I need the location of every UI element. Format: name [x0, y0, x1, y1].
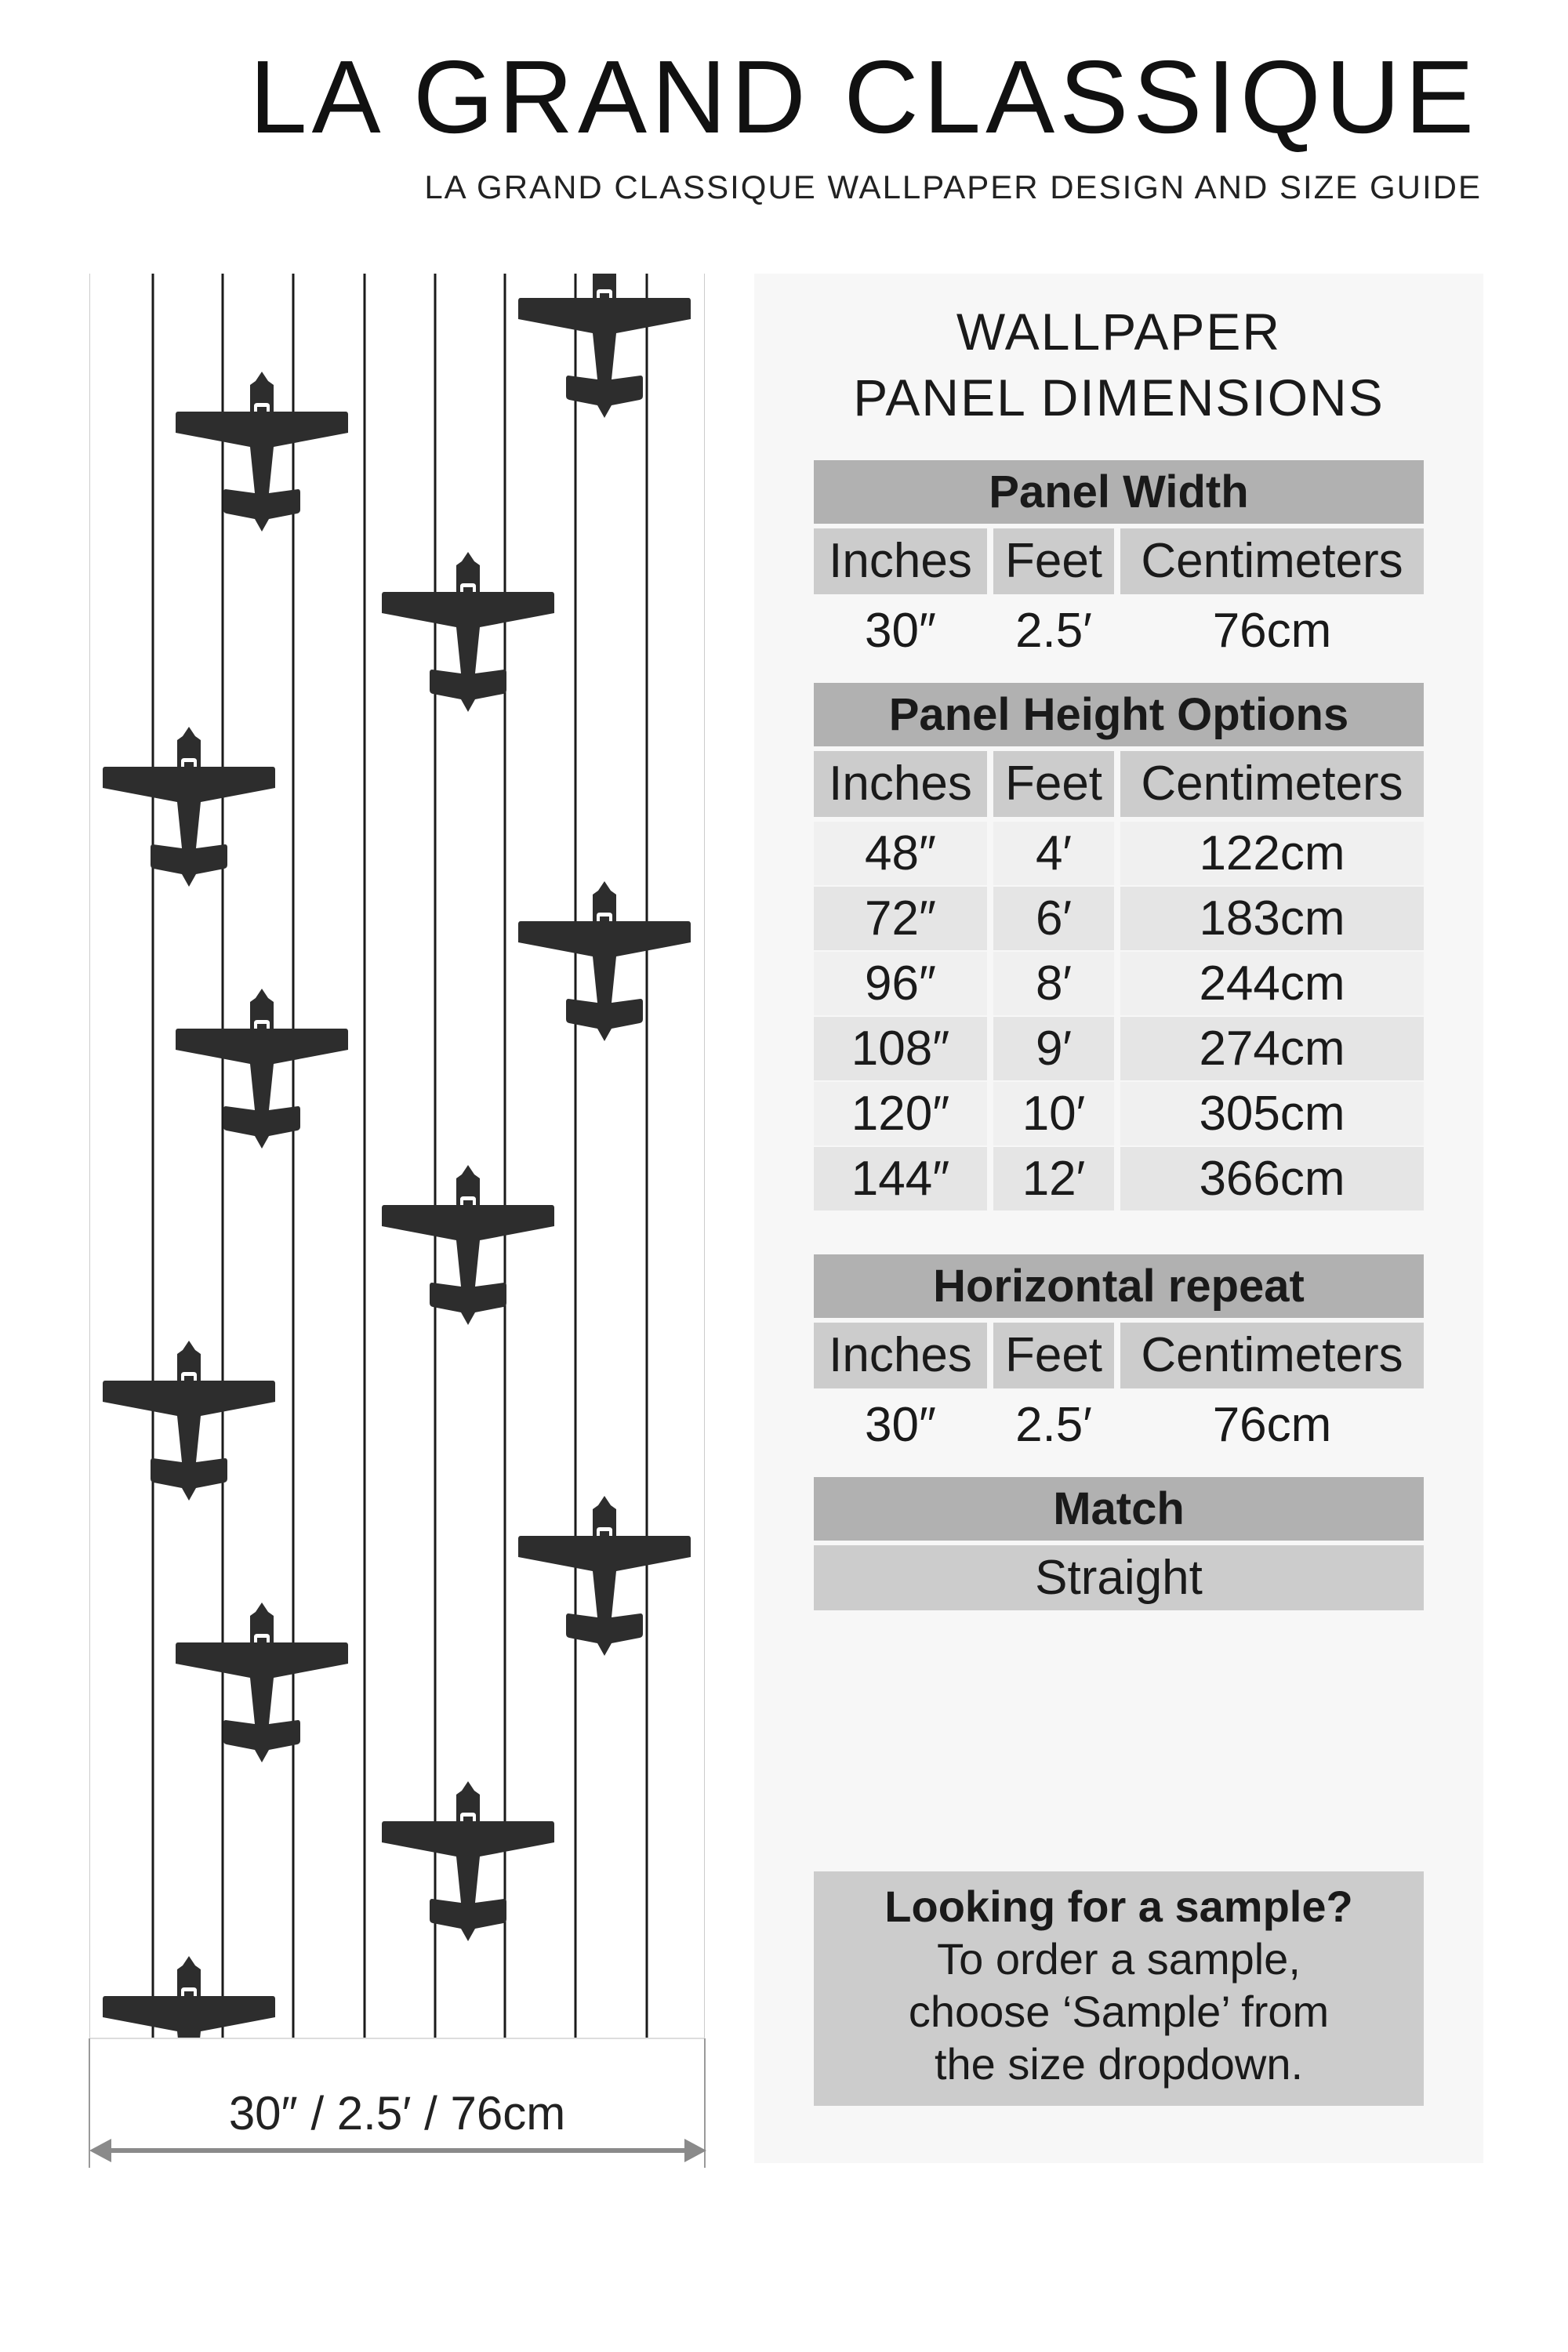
match-value: Straight	[814, 1545, 1424, 1610]
cell-centimeters: 305cm	[1120, 1082, 1424, 1145]
airplane-icon	[176, 372, 348, 532]
cell-inches: 48″	[814, 822, 987, 885]
cell-feet: 10′	[993, 1082, 1114, 1145]
dimension-left-tick	[89, 2038, 90, 2168]
cell-centimeters: 244cm	[1120, 952, 1424, 1015]
panel-width-dimension-label: 30″ / 2.5′ / 76cm	[228, 2087, 566, 2140]
col-feet: Feet	[993, 1323, 1114, 1388]
match-table: Match Straight	[814, 1477, 1424, 1610]
sample-text-line1: To order a sample,	[937, 1934, 1301, 1984]
cell-feet: 8′	[993, 952, 1114, 1015]
column-header-row: Inches Feet Centimeters	[814, 528, 1424, 594]
airplane-icon	[518, 1496, 691, 1656]
table-row: 30″ 2.5′ 76cm	[814, 599, 1424, 663]
airplane-icon	[382, 1781, 554, 1941]
sample-callout: Looking for a sample? To order a sample,…	[814, 1871, 1424, 2106]
column-header-row: Inches Feet Centimeters	[814, 1323, 1424, 1388]
cell-inches: 30″	[865, 604, 936, 658]
airplane-icon	[176, 989, 348, 1149]
col-feet: Feet	[993, 751, 1114, 817]
cell-feet: 2.5′	[1015, 604, 1092, 658]
cell-feet: 12′	[993, 1147, 1114, 1210]
dimension-right-tick	[704, 2038, 706, 2168]
col-inches: Inches	[814, 528, 987, 594]
horizontal-repeat-table: Horizontal repeat Inches Feet Centimeter…	[814, 1254, 1424, 1457]
sample-text-line2: choose ‘Sample’ from	[908, 1987, 1330, 2036]
table-row: 72″ 6′ 183cm	[814, 887, 1424, 950]
cell-inches: 120″	[814, 1082, 987, 1145]
panel-width-header: Panel Width	[814, 460, 1424, 524]
cell-centimeters: 76cm	[1212, 604, 1332, 658]
airplane-icon	[382, 552, 554, 712]
wallpaper-pattern-preview	[89, 274, 705, 2038]
cell-centimeters: 76cm	[1212, 1398, 1332, 1452]
col-inches: Inches	[814, 1323, 987, 1388]
cell-inches: 108″	[814, 1017, 987, 1080]
airplane-pattern-graphic	[103, 274, 691, 2038]
cell-inches: 96″	[814, 952, 987, 1015]
cell-inches: 144″	[814, 1147, 987, 1210]
airplane-icon	[518, 881, 691, 1041]
table-row: 144″ 12′ 366cm	[814, 1147, 1424, 1210]
cell-feet: 9′	[993, 1017, 1114, 1080]
col-inches: Inches	[814, 751, 987, 817]
table-row: 120″ 10′ 305cm	[814, 1082, 1424, 1145]
panel-heading-line1: WALLPAPER	[956, 303, 1282, 361]
table-row: 108″ 9′ 274cm	[814, 1017, 1424, 1080]
airplane-icon	[103, 1341, 275, 1501]
cell-inches: 72″	[814, 887, 987, 950]
airplane-icon	[382, 1165, 554, 1325]
panel-heading-line2: PANEL DIMENSIONS	[853, 368, 1385, 426]
cell-centimeters: 183cm	[1120, 887, 1424, 950]
panel-height-header: Panel Height Options	[814, 683, 1424, 746]
airplane-icon	[518, 274, 691, 418]
sample-text-line3: the size dropdown.	[934, 2039, 1304, 2089]
preview-bottom-edge	[89, 2038, 705, 2039]
col-centimeters: Centimeters	[1120, 528, 1424, 594]
airplane-icon	[176, 1602, 348, 1762]
sample-title: Looking for a sample?	[884, 1882, 1353, 1931]
col-feet: Feet	[993, 528, 1114, 594]
horizontal-repeat-header: Horizontal repeat	[814, 1254, 1424, 1318]
match-header: Match	[814, 1477, 1424, 1541]
cell-feet: 4′	[993, 822, 1114, 885]
cell-centimeters: 366cm	[1120, 1147, 1424, 1210]
panel-height-table: Panel Height Options Inches Feet Centime…	[814, 683, 1424, 1210]
airplane-icon	[103, 727, 275, 887]
col-centimeters: Centimeters	[1120, 1323, 1424, 1388]
cell-centimeters: 122cm	[1120, 822, 1424, 885]
table-row: 30″ 2.5′ 76cm	[814, 1393, 1424, 1457]
cell-inches: 30″	[865, 1398, 936, 1452]
width-arrow-icon	[89, 2139, 706, 2162]
table-row: 48″ 4′ 122cm	[814, 822, 1424, 885]
brand-title: LA GRAND CLASSIQUE	[249, 39, 1479, 154]
panel-width-table: Panel Width Inches Feet Centimeters 30″ …	[814, 460, 1424, 663]
airplane-icon	[103, 1956, 275, 2038]
column-header-row: Inches Feet Centimeters	[814, 751, 1424, 817]
cell-feet: 6′	[993, 887, 1114, 950]
table-row: 96″ 8′ 244cm	[814, 952, 1424, 1015]
cell-feet: 2.5′	[1015, 1398, 1092, 1452]
cell-centimeters: 274cm	[1120, 1017, 1424, 1080]
brand-subtitle: LA GRAND CLASSIQUE WALLPAPER DESIGN AND …	[424, 169, 1482, 205]
col-centimeters: Centimeters	[1120, 751, 1424, 817]
